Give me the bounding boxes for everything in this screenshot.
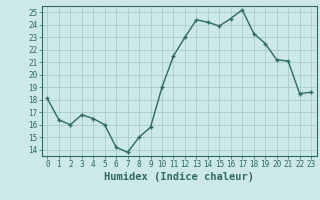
X-axis label: Humidex (Indice chaleur): Humidex (Indice chaleur) — [104, 172, 254, 182]
